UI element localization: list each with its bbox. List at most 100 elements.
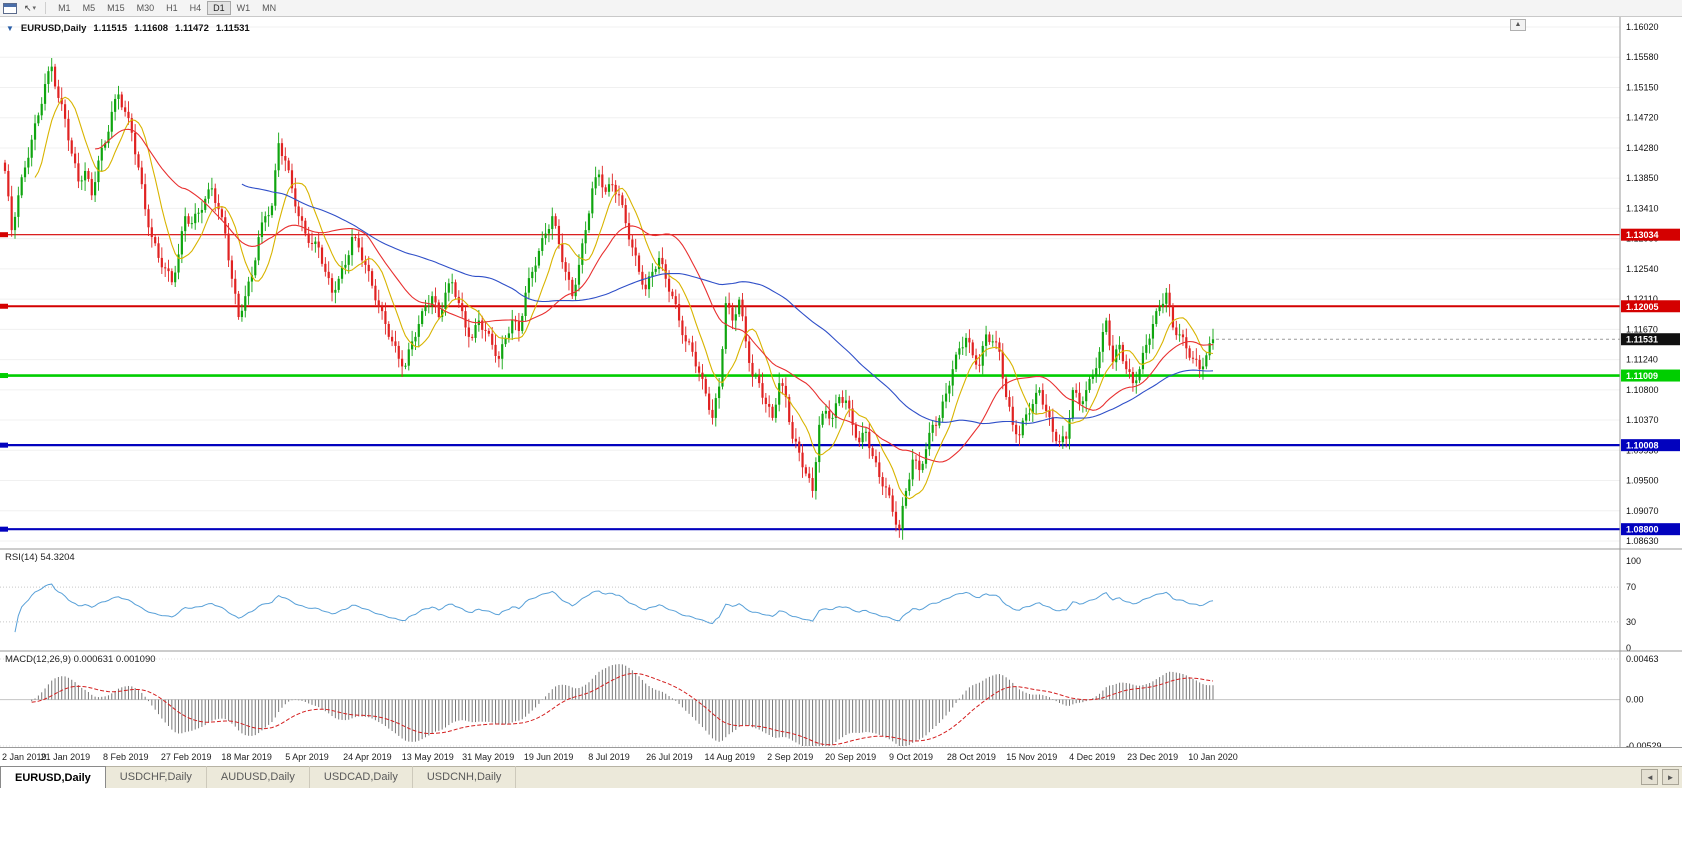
date-tick-label: 18 Mar 2019 — [221, 752, 272, 762]
quote-symbol: EURUSD,Daily — [20, 23, 87, 34]
date-tick-label: 24 Apr 2019 — [343, 752, 392, 762]
tab-scroll-left-button[interactable]: ◄ — [1641, 769, 1659, 785]
price-badge: 1.13034 — [1621, 228, 1680, 241]
timeframe-button-mn[interactable]: MN — [262, 3, 277, 13]
svg-text:0.00: 0.00 — [1626, 695, 1644, 705]
date-tick-label: 28 Oct 2019 — [946, 752, 996, 762]
quote-close: 1.11531 — [215, 23, 250, 34]
quote-low: 1.11472 — [175, 23, 209, 34]
svg-text:1.10800: 1.10800 — [1626, 385, 1659, 395]
svg-text:0: 0 — [1626, 643, 1631, 653]
svg-text:1.08630: 1.08630 — [1626, 536, 1659, 546]
date-tick-label: 9 Oct 2019 — [888, 752, 934, 762]
svg-text:1.10370: 1.10370 — [1626, 415, 1659, 425]
svg-text:1.10008: 1.10008 — [1626, 441, 1659, 451]
cursor-icon: ↖ — [24, 2, 32, 13]
chart-tab-usdcnh[interactable]: USDCNH,Daily — [413, 766, 517, 788]
quote-open: 1.11515 — [93, 23, 128, 34]
toolbar: ↖ ▾ M1 M5 M15 M30 H1 H4 D1 W1 MN — [0, 0, 1682, 17]
price-badge: 1.11531 — [1621, 333, 1680, 346]
chart-tab-usdcad[interactable]: USDCAD,Daily — [310, 766, 413, 788]
price-grid: 1.16020 1.15580 1.15150 1.14720 1.14280 1.138… — [0, 22, 1659, 546]
timeframe-button-m30[interactable]: M30 — [136, 3, 155, 13]
dropdown-triangle-icon[interactable]: ▼ — [6, 24, 14, 33]
chart-window-icon[interactable] — [3, 2, 17, 14]
date-tick-label: 23 Dec 2019 — [1127, 752, 1179, 762]
svg-text:30: 30 — [1626, 617, 1636, 627]
price-badge: 1.08800 — [1621, 523, 1680, 536]
svg-text:1.13850: 1.13850 — [1626, 173, 1659, 183]
timeframe-button-w1[interactable]: W1 — [236, 3, 251, 13]
timeframe-button-m15[interactable]: M15 — [107, 3, 125, 13]
timeframe-button-h4[interactable]: H4 — [189, 3, 202, 13]
timeframe-button-m5[interactable]: M5 — [82, 3, 96, 13]
scroll-up-button[interactable]: ▲ — [1510, 19, 1526, 31]
svg-text:1.11009: 1.11009 — [1626, 371, 1658, 381]
tab-scroll-right-button[interactable]: ► — [1662, 769, 1679, 785]
svg-text:1.08800: 1.08800 — [1626, 525, 1659, 535]
date-tick-label: 10 Jan 2020 — [1188, 752, 1238, 762]
chart-canvas[interactable]: 1.16020 1.15580 1.15150 1.14720 1.14280 1.138… — [0, 17, 1682, 747]
cursor-tool-button[interactable]: ↖ ▾ — [21, 1, 39, 15]
ma-line-14 — [95, 128, 1214, 463]
ma-line-5 — [34, 96, 1214, 500]
svg-text:1.09500: 1.09500 — [1626, 476, 1659, 486]
chart-tab-usdchf[interactable]: USDCHF,Daily — [106, 766, 207, 788]
timeframe-button-h1[interactable]: H1 — [166, 3, 178, 13]
horizontal-level-lines[interactable] — [0, 232, 1620, 532]
candles — [3, 58, 1215, 540]
price-badge: 1.11009 — [1621, 369, 1680, 382]
date-tick-label: 2 Sep 2019 — [767, 752, 814, 762]
svg-text:1.11240: 1.11240 — [1626, 355, 1658, 365]
chart-tab-bar: EURUSD,Daily USDCHF,Daily AUDUSD,Daily USDC… — [0, 766, 1682, 788]
svg-text:1.09070: 1.09070 — [1626, 506, 1659, 516]
svg-text:1.12005: 1.12005 — [1626, 302, 1659, 312]
date-tick-label: 13 May 2019 — [401, 752, 454, 762]
date-tick-label: 20 Sep 2019 — [825, 752, 877, 762]
svg-text:70: 70 — [1626, 582, 1636, 592]
svg-text:1.16020: 1.16020 — [1626, 22, 1659, 32]
timeframe-button-m1[interactable]: M1 — [58, 3, 71, 13]
date-tick-label: 4 Dec 2019 — [1069, 752, 1116, 762]
price-badge: 1.10008 — [1621, 439, 1680, 452]
svg-text:1.15150: 1.15150 — [1626, 82, 1659, 92]
chart-background — [0, 17, 1682, 747]
rsi-grid: 100 70 30 0 — [0, 556, 1641, 653]
date-tick-label: 27 Feb 2019 — [160, 752, 212, 762]
svg-text:1.11670: 1.11670 — [1626, 324, 1658, 334]
date-tick-label: 2 Jan 2019 — [2, 752, 47, 762]
svg-text:1.13410: 1.13410 — [1626, 203, 1659, 213]
chart-area[interactable]: 1.16020 1.15580 1.15150 1.14720 1.14280 1.138… — [0, 17, 1682, 747]
date-tick-label: 8 Jul 2019 — [588, 752, 630, 762]
chart-tab-eurusd[interactable]: EURUSD,Daily — [0, 766, 106, 788]
rsi-line — [14, 583, 1214, 633]
chart-tab-audusd[interactable]: AUDUSD,Daily — [207, 766, 310, 788]
svg-text:1.13034: 1.13034 — [1626, 230, 1659, 240]
svg-text:1.14280: 1.14280 — [1626, 143, 1659, 153]
macd-indicator-label: MACD(12,26,9) 0.000631 0.001090 — [5, 654, 156, 665]
date-tick-label: 14 Aug 2019 — [704, 752, 756, 762]
chevron-down-icon: ▾ — [32, 5, 37, 12]
tab-scrollbar: ◄ ► — [1640, 769, 1679, 785]
timeframe-buttons: M1 M5 M15 M30 H1 H4 D1 W1 MN — [52, 1, 282, 15]
quote-high: 1.11608 — [134, 23, 169, 34]
svg-text:100: 100 — [1626, 556, 1641, 566]
date-tick-label: 5 Apr 2019 — [285, 752, 329, 762]
date-tick-label: 21 Jan 2019 — [40, 752, 91, 762]
date-axis: 2 Jan 2019 21 Jan 2019 8 Feb 2019 27 Feb 20… — [0, 747, 1682, 766]
macd-plot — [31, 664, 1214, 746]
svg-text:0.00463: 0.00463 — [1626, 654, 1659, 664]
macd-grid: 0.00463 0.00 -0.00529 — [0, 654, 1662, 747]
svg-text:1.12540: 1.12540 — [1626, 264, 1659, 274]
ma-line-36 — [241, 183, 1214, 425]
chart-tabs: EURUSD,Daily USDCHF,Daily AUDUSD,Daily USDC… — [0, 766, 517, 788]
svg-text:1.15580: 1.15580 — [1626, 52, 1659, 62]
date-tick-label: 19 Jun 2019 — [523, 752, 574, 762]
date-tick-label: 31 May 2019 — [462, 752, 515, 762]
quote-line: ▼ EURUSD,Daily 1.11515 1.11608 1.11472 1… — [6, 23, 250, 34]
price-badge: 1.12005 — [1621, 300, 1680, 313]
timeframe-button-d1[interactable]: D1 — [207, 1, 231, 15]
date-tick-label: 15 Nov 2019 — [1006, 752, 1058, 762]
svg-text:1.12110: 1.12110 — [1626, 294, 1658, 304]
